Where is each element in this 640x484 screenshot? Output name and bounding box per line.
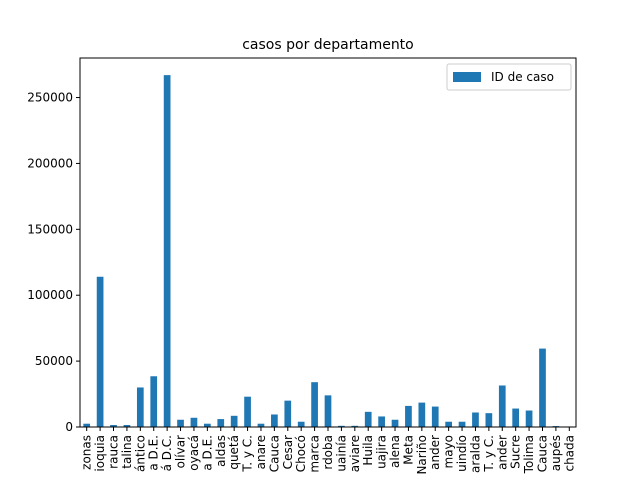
x-tick-label: ander (495, 435, 509, 470)
bar (244, 396, 251, 427)
x-tick-label: rauca (107, 435, 121, 469)
bar (458, 421, 466, 427)
bar (418, 402, 426, 427)
bar (311, 382, 318, 427)
bar (391, 419, 399, 427)
bar (83, 423, 91, 427)
x-tick-label: olívar (174, 435, 188, 468)
bar (324, 395, 332, 427)
x-tick-label: Tolima (522, 435, 536, 474)
legend-swatch (453, 72, 481, 82)
x-axis: zonas ioquia rauca talina ántico a D.E. á D.C.… (80, 427, 576, 475)
bar (271, 414, 278, 427)
x-tick-label: Nariño (415, 435, 429, 475)
bar (512, 408, 520, 427)
bar (364, 411, 372, 427)
x-tick-label: aralda (468, 435, 482, 473)
y-tick-label: 0 (65, 420, 73, 434)
x-tick-label: a D.E. (200, 435, 214, 471)
bar (351, 425, 359, 427)
y-tick-label: 200000 (27, 156, 73, 170)
bar (123, 425, 131, 427)
bar (539, 348, 546, 427)
x-tick-label: Cesar (281, 435, 295, 469)
bar (217, 419, 225, 427)
x-tick-label: T. y C. (241, 435, 255, 473)
x-tick-label: uindío (455, 435, 469, 472)
x-tick-label: aupés (549, 435, 563, 471)
bar (431, 406, 439, 427)
bar (96, 276, 104, 427)
x-tick-label: mayo (442, 435, 456, 469)
bars-group (83, 75, 573, 427)
x-tick-label: uajira (375, 435, 389, 469)
y-tick-label: 150000 (27, 222, 73, 236)
x-tick-label: a D.E. (147, 435, 161, 471)
x-tick-label: quetá (227, 435, 241, 470)
x-tick-label: Cauca (535, 435, 549, 472)
bar (378, 416, 385, 427)
bar (204, 423, 211, 427)
bar (405, 405, 412, 427)
bar (177, 419, 184, 427)
x-tick-label: aviare (348, 435, 362, 472)
y-tick-label: 250000 (27, 91, 73, 105)
bar (257, 423, 265, 427)
x-tick-label: alena (388, 435, 402, 468)
legend-box (446, 63, 572, 91)
x-tick-label: oyacá (187, 435, 201, 471)
x-tick-label: marca (308, 435, 322, 473)
bar (525, 410, 533, 427)
x-tick-label: chada (562, 435, 576, 472)
bar (485, 413, 493, 427)
plot-frame (79, 57, 577, 428)
chart-title: casos por departamento (242, 37, 414, 53)
legend: ID de caso (446, 63, 572, 91)
legend-label: ID de caso (491, 70, 554, 84)
bar (284, 400, 292, 427)
x-tick-label: uainía (334, 435, 348, 472)
x-tick-label: Sucre (509, 435, 523, 469)
x-tick-label: Huila (361, 435, 375, 466)
bar (338, 425, 345, 427)
y-tick-label: 50000 (35, 354, 73, 368)
bar (150, 376, 158, 427)
x-tick-label: Meta (401, 435, 415, 465)
y-tick-label: 100000 (27, 288, 73, 302)
x-tick-label: zonas (80, 435, 94, 470)
bar (472, 412, 479, 427)
x-tick-label: Cauca (267, 435, 281, 472)
y-axis: 0 50000 100000 150000 200000 250000 (27, 91, 80, 434)
x-tick-label: T. y C. (482, 435, 496, 473)
x-tick-label: aldas (214, 435, 228, 467)
x-tick-label: ander (428, 435, 442, 470)
bar (230, 415, 238, 427)
x-tick-label: á D.C. (160, 435, 174, 471)
bar (110, 425, 117, 427)
x-tick-label: talina (120, 435, 134, 469)
x-tick-label: rdoba (321, 435, 335, 470)
x-tick-label: Chocó (294, 435, 308, 472)
x-tick-label: ántico (133, 435, 147, 472)
bar (136, 387, 144, 427)
bar (190, 417, 198, 427)
x-tick-label: ioquia (93, 435, 107, 472)
bar (445, 421, 452, 427)
bar (163, 75, 171, 427)
x-tick-label: anare (254, 435, 268, 469)
bar (498, 385, 506, 427)
bar (297, 421, 305, 427)
